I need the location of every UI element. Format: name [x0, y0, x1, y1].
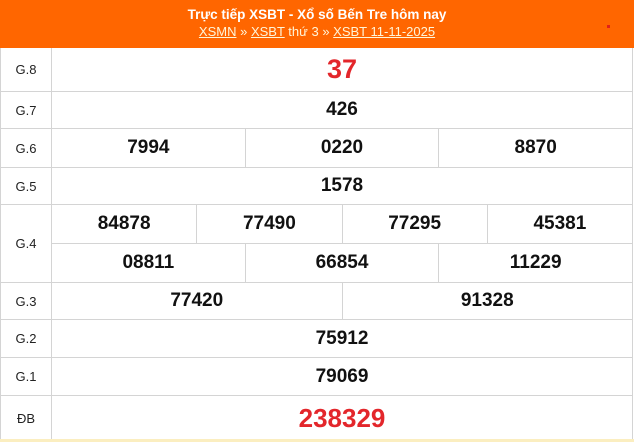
prize-number: 66854 — [244, 244, 439, 282]
prize-number: 91328 — [341, 283, 633, 319]
prize-number: 84878 — [97, 213, 151, 234]
prize-row-g5: G.5 1578 — [1, 168, 632, 205]
prize-label: G.2 — [1, 320, 52, 357]
special-prize-number: 238329 — [298, 402, 386, 433]
prize-number: 8870 — [438, 129, 632, 167]
prize-label: G.8 — [1, 48, 52, 91]
prize-number: 426 — [326, 99, 358, 120]
prize-number: 77490 — [196, 205, 341, 243]
prize-label: G.3 — [1, 283, 52, 319]
prize-number: 37 — [326, 54, 358, 84]
breadcrumb-separator: » — [240, 24, 248, 39]
breadcrumb-xsmn[interactable]: XSMN — [198, 24, 237, 39]
prize-row-g8: G.8 37 — [1, 48, 632, 92]
results-table: G.8 37 G.7 426 G.6 7994 0220 8870 G.5 15… — [0, 48, 633, 440]
prize-row-g3: G.3 77420 91328 — [1, 283, 632, 320]
prize-label: G.4 — [1, 205, 52, 282]
prize-number: 08811 — [122, 252, 175, 273]
breadcrumb-date[interactable]: XSBT 11-11-2025 — [333, 24, 436, 39]
prize-row-g2: G.2 75912 — [1, 320, 632, 358]
prize-number: 77420 — [170, 290, 224, 311]
prize-label: G.5 — [1, 168, 52, 204]
prize-number: 77295 — [341, 205, 487, 243]
breadcrumb-xsbt[interactable]: XSBT — [250, 24, 285, 39]
prize-row-g6: G.6 7994 0220 8870 — [1, 129, 632, 168]
prize-number: 7994 — [127, 137, 170, 158]
prize-number: 75912 — [315, 327, 369, 349]
prize-row-g4: G.4 84878 77490 77295 45381 08811 66854 … — [1, 205, 632, 283]
prize-row-g7: G.7 426 — [1, 92, 632, 129]
page-title: Trực tiếp XSBT - Xổ số Bến Tre hôm nay — [187, 7, 447, 22]
dot-icon — [607, 25, 610, 28]
footer-strip — [0, 439, 634, 442]
breadcrumb-separator: » — [322, 24, 330, 39]
prize-label: G.1 — [1, 358, 52, 395]
breadcrumb: XSMN » XSBT thứ 3 » XSBT 11-11-2025 — [0, 24, 634, 39]
prize-number: 79069 — [315, 365, 369, 387]
weekday: thứ 3 — [288, 24, 319, 39]
prize-label: ĐB — [1, 396, 52, 440]
prize-number: 45381 — [486, 205, 632, 243]
prize-row-special: ĐB 238329 — [1, 396, 632, 440]
prize-number: 11229 — [438, 244, 632, 282]
header: Trực tiếp XSBT - Xổ số Bến Tre hôm nay X… — [0, 0, 634, 48]
prize-number: 0220 — [244, 129, 439, 167]
prize-number: 1578 — [320, 175, 364, 196]
prize-row-g1: G.1 79069 — [1, 358, 632, 396]
prize-label: G.6 — [1, 129, 52, 167]
prize-label: G.7 — [1, 92, 52, 128]
